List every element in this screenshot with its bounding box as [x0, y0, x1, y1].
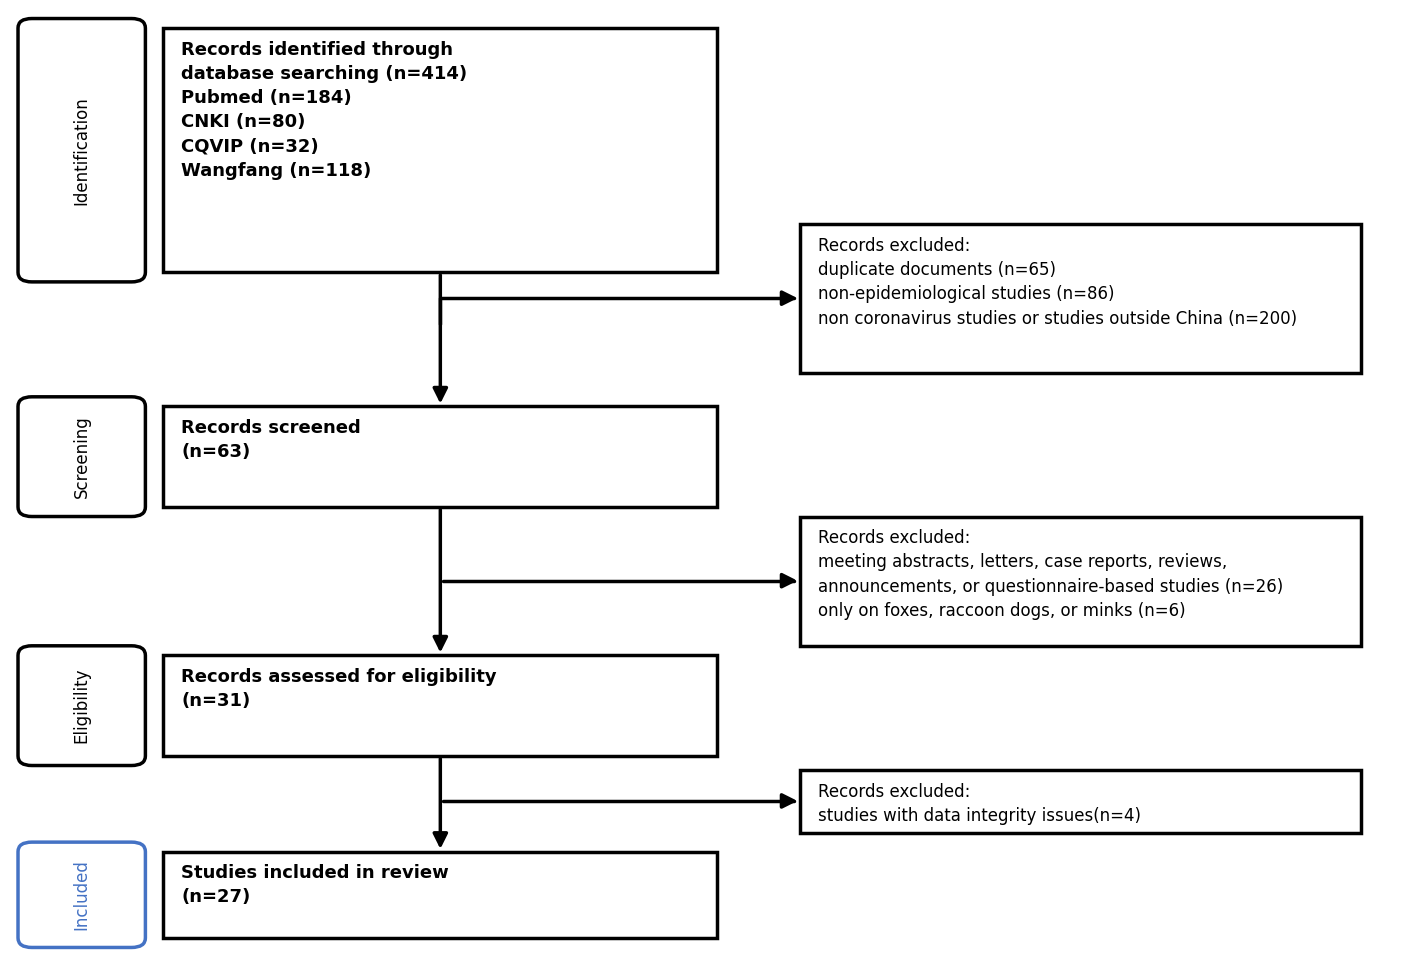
Text: Records screened
(n=63): Records screened (n=63): [182, 419, 362, 461]
Text: Included: Included: [72, 860, 91, 930]
FancyBboxPatch shape: [800, 770, 1361, 833]
FancyBboxPatch shape: [18, 18, 145, 282]
FancyBboxPatch shape: [800, 517, 1361, 646]
FancyBboxPatch shape: [163, 852, 717, 938]
FancyBboxPatch shape: [18, 646, 145, 765]
FancyBboxPatch shape: [163, 655, 717, 756]
Text: Screening: Screening: [72, 415, 91, 498]
Text: Records identified through
database searching (n=414)
Pubmed (n=184)
CNKI (n=80): Records identified through database sear…: [182, 41, 467, 180]
Text: Records excluded:
duplicate documents (n=65)
non-epidemiological studies (n=86)
: Records excluded: duplicate documents (n…: [819, 237, 1297, 327]
Text: Studies included in review
(n=27): Studies included in review (n=27): [182, 865, 450, 906]
FancyBboxPatch shape: [18, 842, 145, 948]
FancyBboxPatch shape: [800, 224, 1361, 373]
FancyBboxPatch shape: [18, 397, 145, 517]
Text: Identification: Identification: [72, 96, 91, 205]
Text: Eligibility: Eligibility: [72, 668, 91, 744]
FancyBboxPatch shape: [163, 28, 717, 272]
Text: Records excluded:
studies with data integrity issues(n=4): Records excluded: studies with data inte…: [819, 782, 1141, 825]
FancyBboxPatch shape: [163, 407, 717, 507]
Text: Records assessed for eligibility
(n=31): Records assessed for eligibility (n=31): [182, 668, 497, 710]
Text: Records excluded:
meeting abstracts, letters, case reports, reviews,
announcemen: Records excluded: meeting abstracts, let…: [819, 529, 1284, 620]
